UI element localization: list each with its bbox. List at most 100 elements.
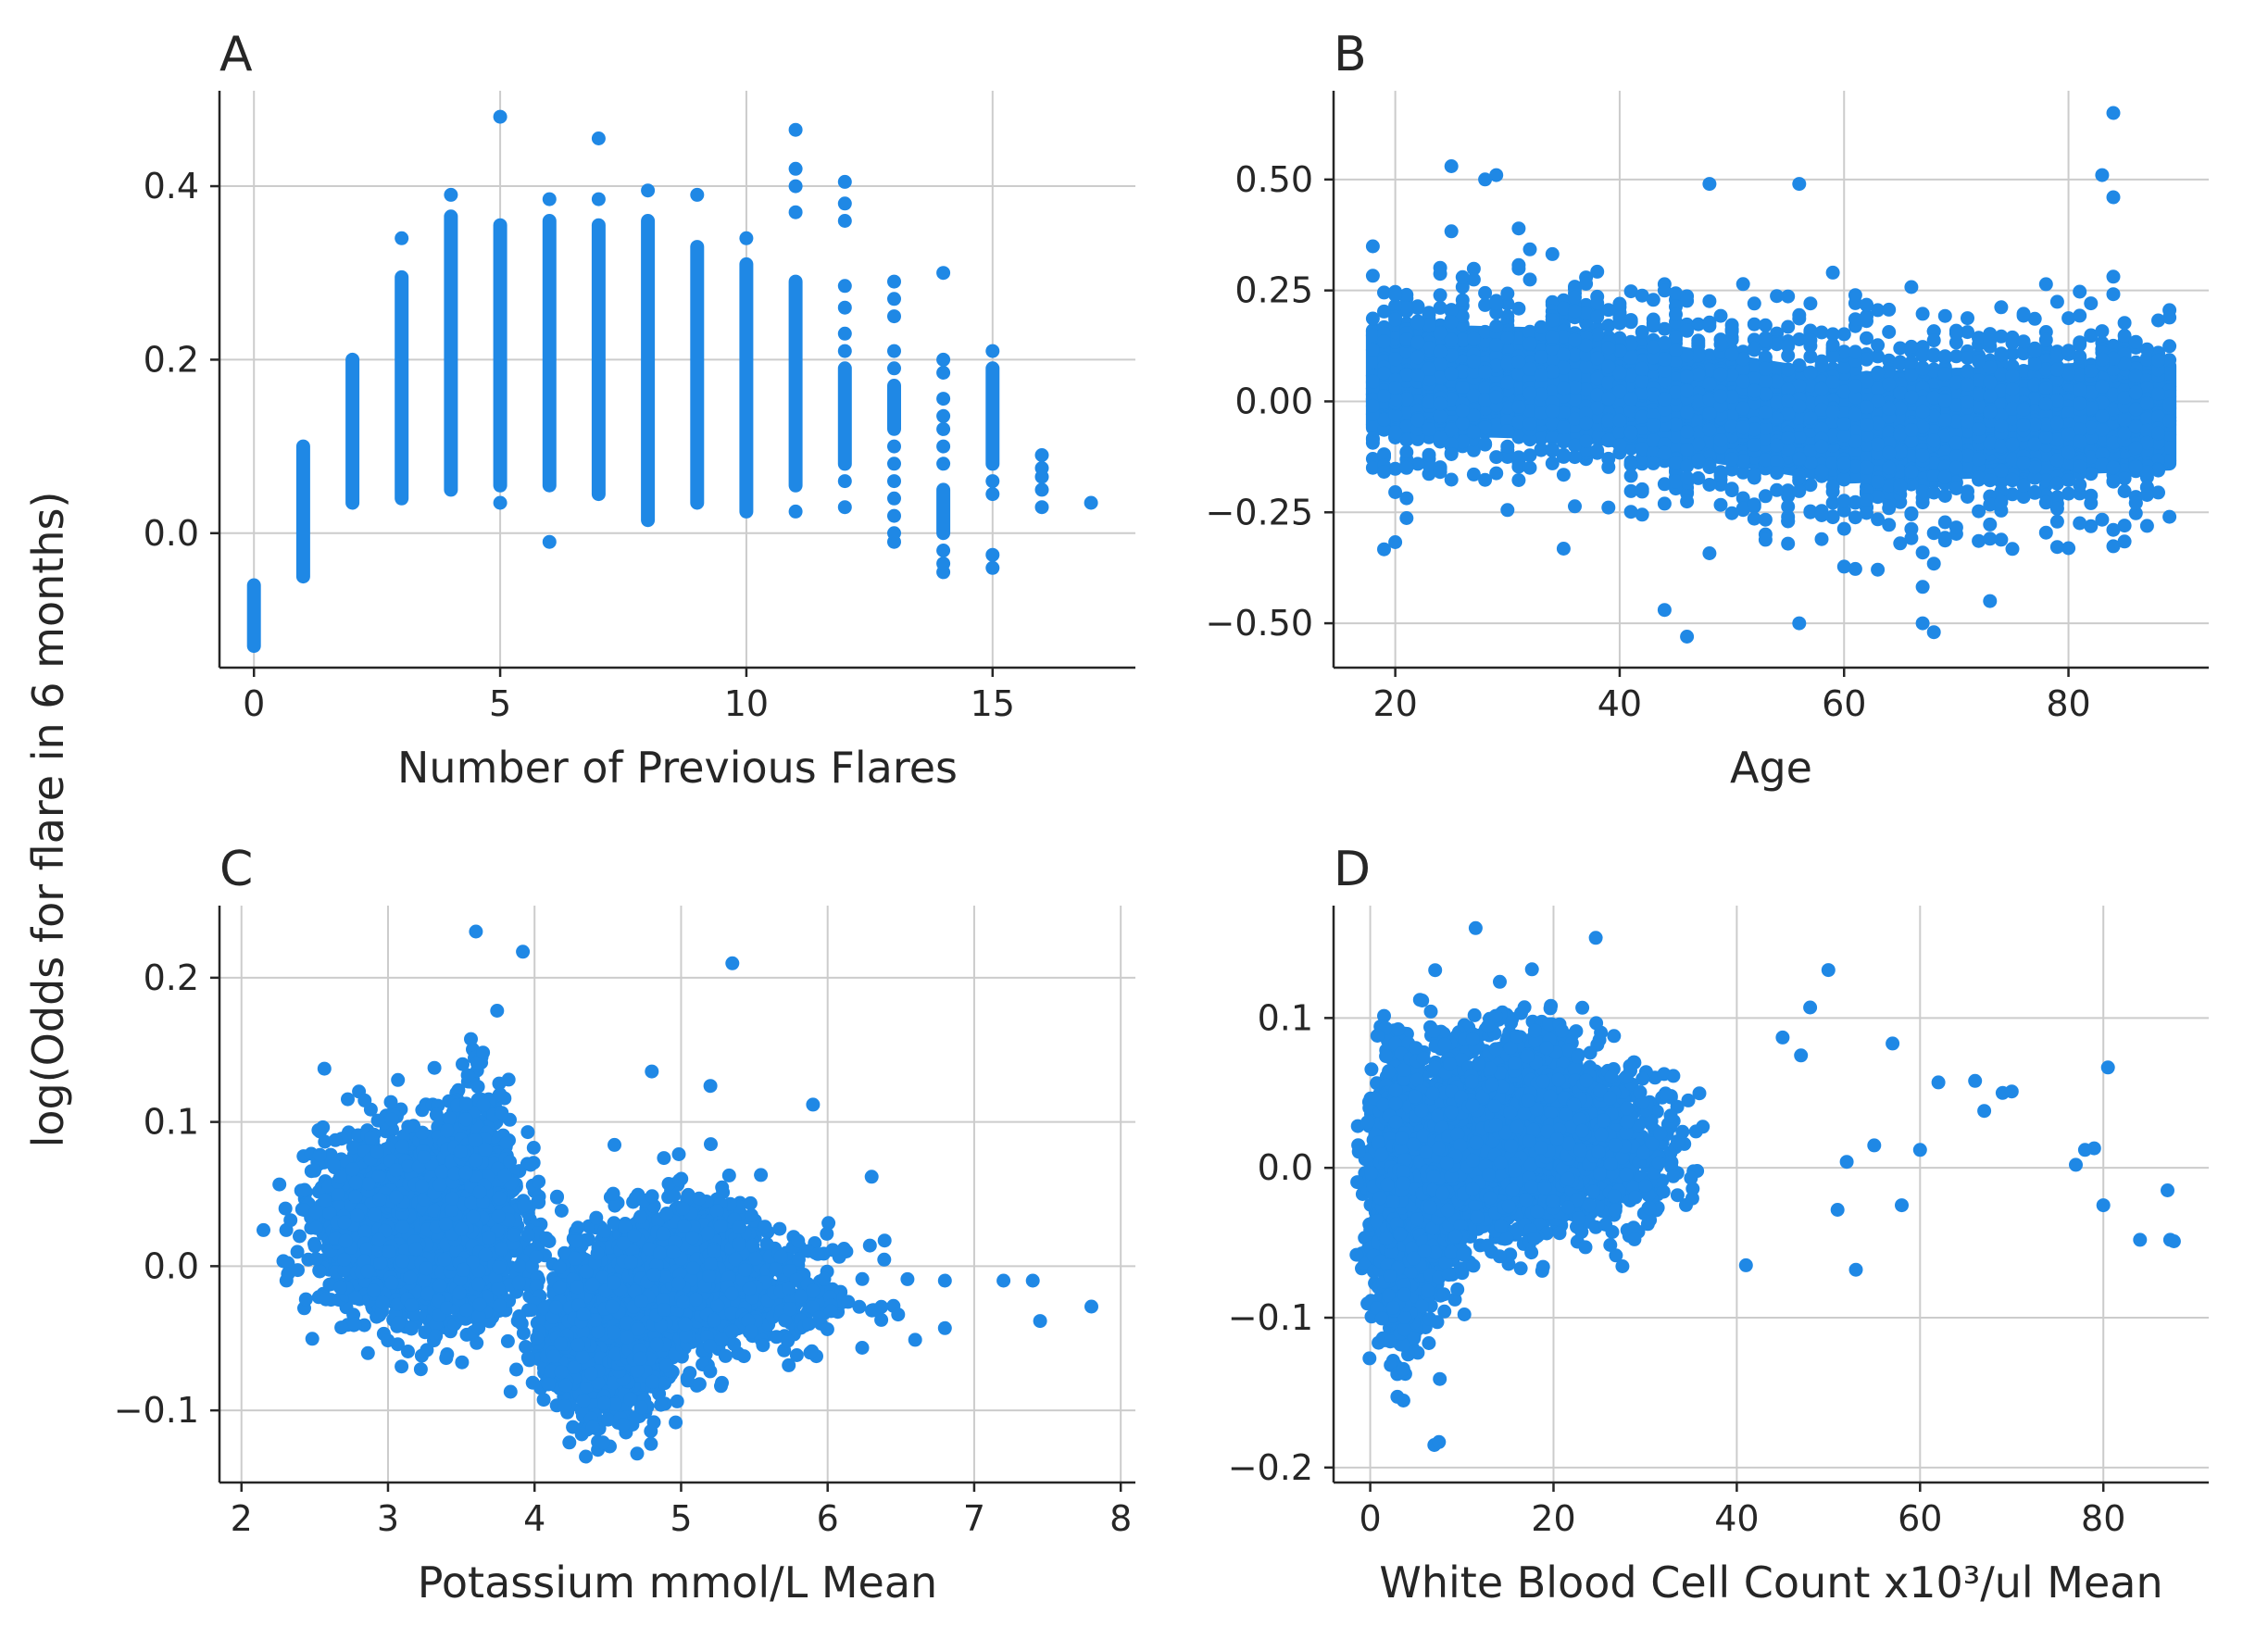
scatter-point-column (788, 274, 803, 493)
scatter-point (1422, 457, 1436, 472)
scatter-point (2038, 525, 2053, 540)
scatter-point (1444, 224, 1459, 239)
scatter-point (1568, 332, 1582, 347)
scatter-point (1455, 293, 1470, 307)
x-tick-label: 5 (489, 683, 511, 724)
scatter-point (2049, 294, 2064, 309)
scatter-point (1511, 257, 1526, 272)
scatter-point (1534, 350, 1548, 365)
scatter-point (1926, 625, 1941, 640)
scatter-point-column (887, 379, 901, 436)
scatter-point-column (936, 482, 951, 541)
scatter-point (1365, 460, 1380, 475)
scatter-point (1758, 333, 1773, 348)
y-tick-label: −0.50 (1206, 603, 1313, 644)
scatter-point (1825, 479, 1840, 494)
scatter-point (1882, 325, 1897, 339)
scatter-point (1702, 407, 1717, 421)
scatter-point (1635, 507, 1649, 522)
scatter-point (1792, 451, 1807, 466)
scatter-point (1399, 460, 1414, 475)
panel-title: B (1334, 27, 1367, 82)
scatter-point (788, 504, 803, 519)
scatter-point (739, 231, 754, 245)
scatter-point (1399, 511, 1414, 525)
scatter-point (2106, 190, 2121, 205)
scatter-point (1781, 339, 1796, 354)
scatter-point (2061, 486, 2076, 501)
scatter-point (542, 534, 557, 549)
scatter-point (2049, 416, 2064, 431)
scatter-point (1388, 288, 1403, 302)
scatter-point (1825, 495, 1840, 510)
scatter-point (1803, 478, 1818, 493)
scatter-point (1735, 374, 1750, 389)
scatter-point (1691, 414, 1706, 429)
x-tick-label: 15 (971, 683, 1015, 724)
scatter-point (2049, 372, 2064, 387)
scatter-point (837, 500, 852, 515)
scatter-point (1556, 347, 1571, 362)
x-tick-label: 80 (2046, 683, 2090, 724)
scatter-point (1948, 460, 1963, 475)
scatter-point (1500, 343, 1515, 357)
scatter-point (2016, 478, 2031, 493)
scatter-point (383, 1095, 398, 1109)
scatter-point (2106, 539, 2121, 554)
scatter-point (1410, 413, 1425, 428)
scatter-point (2139, 519, 2154, 533)
scatter-point (1466, 272, 1481, 287)
scatter-point (1972, 354, 1986, 369)
scatter-point (2027, 357, 2042, 372)
scatter-point (887, 526, 901, 541)
scatter-point (1399, 491, 1414, 506)
scatter-point (1937, 413, 1952, 428)
scatter-point (1814, 508, 1829, 522)
scatter-point (1747, 438, 1761, 452)
scatter-point (1680, 470, 1695, 485)
scatter-point (1455, 280, 1470, 294)
scatter-point (1735, 420, 1750, 435)
scatter-point (2162, 428, 2177, 442)
scatter-point (1860, 506, 1873, 520)
scatter-point (1646, 293, 1660, 307)
scatter-point (2061, 344, 2076, 358)
scatter-point (1478, 437, 1493, 452)
scatter-point (1410, 316, 1425, 331)
x-tick-label: 60 (1822, 683, 1866, 724)
scatter-point (1915, 404, 1930, 419)
x-axis-label: Number of Previous Flares (397, 743, 958, 793)
scatter-point (1937, 469, 1952, 484)
shared-y-axis-label: log(Odds for flare in 6 months) (23, 492, 73, 1148)
scatter-point (1961, 458, 1974, 473)
scatter-point (1994, 300, 2009, 315)
scatter-point (1825, 338, 1840, 352)
scatter-point (1365, 311, 1380, 326)
scatter-point (2151, 313, 2165, 328)
scatter-point (2073, 308, 2087, 323)
scatter-point (1522, 448, 1537, 463)
scatter-point (1770, 466, 1785, 481)
scatter-point (837, 196, 852, 211)
scatter-point-column (1034, 500, 1049, 515)
scatter-point (1915, 448, 1930, 463)
scatter-point (1871, 562, 1886, 577)
scatter-point (1691, 425, 1706, 440)
scatter-point (1680, 369, 1695, 384)
scatter-point (1926, 485, 1941, 500)
scatter-point (1926, 433, 1941, 448)
scatter-point (591, 131, 606, 145)
scatter-point (1871, 382, 1886, 396)
scatter-point (887, 474, 901, 489)
scatter-point (1961, 395, 1974, 409)
scatter-point (1455, 403, 1470, 418)
scatter-point (1680, 494, 1695, 509)
scatter-point (1623, 457, 1638, 471)
scatter-point (1365, 374, 1380, 389)
scatter-point-column (690, 240, 705, 510)
x-tick-label: 0 (243, 683, 265, 724)
scatter-point (1814, 439, 1829, 454)
scatter-point (788, 122, 803, 137)
scatter-point (1601, 500, 1616, 515)
